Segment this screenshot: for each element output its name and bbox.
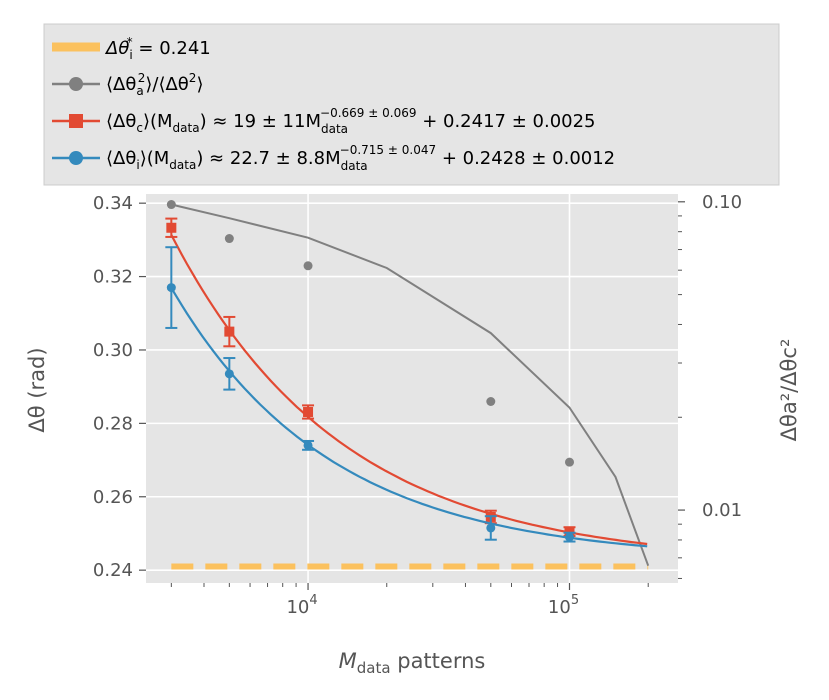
ratio-point <box>565 457 575 467</box>
legend-handle-i-marker <box>69 151 83 165</box>
legend-i-mid: ⟩(M <box>140 148 170 169</box>
c-point <box>564 526 575 537</box>
legend-target-sub: i <box>129 48 132 62</box>
legend-entry-i-fit: ⟨Δθi⟩(Mdata) ≈ 22.7 ± 8.8Mdata−0.715 ± 0… <box>106 143 615 173</box>
legend-c-pre: ⟨Δθ <box>106 111 136 132</box>
axes-layer: 0.24 0.26 0.28 0.30 0.32 0.34 104 105 0.10 0.01 <box>93 192 742 618</box>
ratio-point <box>486 397 496 407</box>
series-layer <box>165 200 650 570</box>
c-point <box>166 222 177 233</box>
legend-handle-ratio-marker <box>69 77 83 91</box>
legend-target-sup: * <box>127 35 133 49</box>
legend-entry-ratio: ⟨Δθa2⟩/⟨Δθ2⟩ <box>106 71 203 98</box>
c-point <box>303 406 314 417</box>
ratio-point <box>166 200 176 210</box>
legend-entry-c-fit: ⟨Δθc⟩(Mdata) ≈ 19 ± 11Mdata−0.669 ± 0.06… <box>106 106 596 136</box>
legend-c-post: + 0.2417 ± 0.0025 <box>416 111 595 132</box>
legend-c-sub1: c <box>136 121 143 135</box>
grid <box>146 194 678 583</box>
legend-ratio-sup: 2 <box>138 71 146 85</box>
ratio-point <box>224 234 234 244</box>
i-point <box>303 440 313 450</box>
y-tick-label: 0.30 <box>93 340 133 361</box>
legend-ratio-sup2: 2 <box>189 71 197 85</box>
x-tick-label: 104 <box>286 593 317 618</box>
legend <box>52 42 100 165</box>
x-label-sub: data <box>357 659 391 677</box>
i-point <box>486 523 496 533</box>
legend-i-post: + 0.2428 ± 0.0012 <box>436 148 615 169</box>
legend-box <box>43 23 780 186</box>
x-label-rest: patterns <box>391 649 486 673</box>
legend-i-mid2: ) ≈ 22.7 ± 8.8M <box>196 148 340 169</box>
legend-handle-c-marker <box>69 114 83 128</box>
legend-c-sub3: data <box>321 122 348 136</box>
legend-ratio-sub: a <box>136 84 143 98</box>
legend-entry-target: Δθi* = 0.241 <box>104 35 211 62</box>
i-point <box>565 532 575 542</box>
legend-target-rest: = 0.241 <box>133 38 211 59</box>
y-tick-label: 0.24 <box>93 560 133 581</box>
legend-c-sub2: data <box>173 121 200 135</box>
legend-ratio-rest2: ⟩ <box>196 74 203 95</box>
legend-c-mid: ⟩(M <box>143 111 173 132</box>
plot-area <box>146 194 678 583</box>
legend-target-lead: Δθ <box>104 38 129 59</box>
ratio-fit-line <box>171 203 650 567</box>
legend-i-sup3: −0.715 ± 0.047 <box>340 143 436 157</box>
c-point <box>224 326 235 337</box>
legend-i-pre: ⟨Δθ <box>106 148 136 169</box>
y2-tick-label: 0.01 <box>702 500 742 521</box>
x-label-main: M <box>339 649 357 673</box>
y-axis-label: Δθ (rad) <box>25 347 49 432</box>
i-point <box>224 369 234 379</box>
y-tick-label: 0.32 <box>93 267 133 288</box>
x-tick-label: 105 <box>548 593 579 618</box>
legend-ratio-text: ⟨Δθ <box>106 74 136 95</box>
y-tick-label: 0.26 <box>93 487 133 508</box>
y2-axis-label: Δθa²/Δθc² <box>777 339 801 442</box>
legend-i-sub1: i <box>136 158 139 172</box>
y2-tick-label: 0.10 <box>702 192 742 213</box>
y-tick-label: 0.34 <box>93 193 133 214</box>
legend-c-mid2: ) ≈ 19 ± 11M <box>200 111 321 132</box>
x-axis-label: Mdata patterns <box>339 649 486 677</box>
legend-ratio-rest: ⟩/⟨Δθ <box>145 74 188 95</box>
i-point <box>166 283 176 293</box>
y-tick-label: 0.28 <box>93 413 133 434</box>
legend-i-sub3: data <box>341 159 368 173</box>
legend-i-sub2: data <box>169 158 196 172</box>
ratio-point <box>303 261 313 271</box>
legend-c-sup3: −0.669 ± 0.069 <box>320 106 416 120</box>
